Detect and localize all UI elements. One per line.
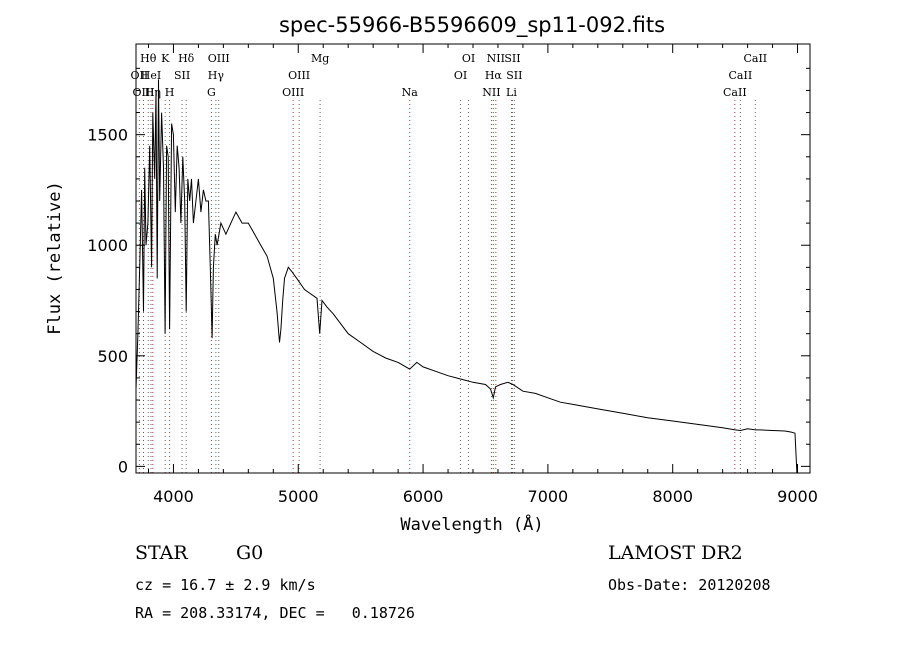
line-label-15: Na [402, 86, 419, 99]
line-label-4: Hη [145, 86, 161, 99]
y-axis-label: Flux (relative) [45, 181, 65, 335]
x-tick-label: 8000 [652, 487, 693, 506]
x-axis-label: Wavelength (Å) [400, 513, 543, 535]
line-label-0: Hθ [140, 52, 157, 65]
line-label-12: Mg [311, 52, 329, 65]
chart-title: spec-55966-B5596609_sp11-092.fits [279, 13, 665, 38]
plot-frame [135, 43, 811, 474]
sky-coordinates: RA = 208.33174, DEC = 0.18726 [135, 604, 415, 622]
line-label-1: OII [131, 69, 149, 82]
line-label-17: OI [454, 69, 467, 82]
x-tick-label: 4000 [153, 487, 194, 506]
x-tick-label: 5000 [278, 487, 319, 506]
line-label-14: OIII [282, 86, 304, 99]
y-tick-label: 1500 [87, 126, 128, 145]
line-label-18: NII [487, 52, 505, 65]
x-tick-label: 7000 [528, 487, 569, 506]
spectrum-line [135, 79, 798, 474]
axis-tick-labels: 4000 5000 6000 7000 8000 9000 0 500 1000 1500 [87, 126, 818, 506]
y-tick-label: 500 [97, 347, 128, 366]
line-label-7: H [165, 86, 175, 99]
line-label-13: OIII [288, 69, 310, 82]
object-class: STAR [135, 542, 188, 564]
x-tick-label: 9000 [777, 487, 818, 506]
line-label-9: OIII [208, 52, 230, 65]
line-label-11: G [207, 86, 216, 99]
survey-release: LAMOST DR2 [608, 542, 743, 564]
line-label-8: Hδ [178, 52, 195, 65]
x-tick-label: 6000 [403, 487, 444, 506]
line-label-3: HeI [141, 69, 161, 82]
redshift-velocity: cz = 16.7 ± 2.9 km/s [135, 576, 316, 594]
line-label-16: OI [462, 52, 475, 65]
object-subclass: G0 [236, 542, 264, 564]
line-label-5: K [161, 52, 170, 65]
line-label-20: Hα [485, 69, 503, 82]
line-label-22: NII [482, 86, 500, 99]
line-label-26: CaII [723, 86, 747, 99]
line-label-21: SII [506, 69, 522, 82]
y-tick-label: 1000 [87, 236, 128, 255]
line-label-25: CaII [729, 69, 753, 82]
axis-ticks [136, 44, 810, 473]
line-label-2: OIII [132, 86, 154, 99]
y-tick-label: 0 [118, 457, 128, 476]
line-label-19: SII [504, 52, 520, 65]
spectral-line-markers [138, 100, 756, 473]
line-label-6: SII [174, 69, 190, 82]
line-label-10: Hγ [208, 69, 225, 82]
line-label-23: Li [506, 86, 517, 99]
observation-date: Obs-Date: 20120208 [608, 576, 771, 594]
line-label-24: CaII [743, 52, 767, 65]
